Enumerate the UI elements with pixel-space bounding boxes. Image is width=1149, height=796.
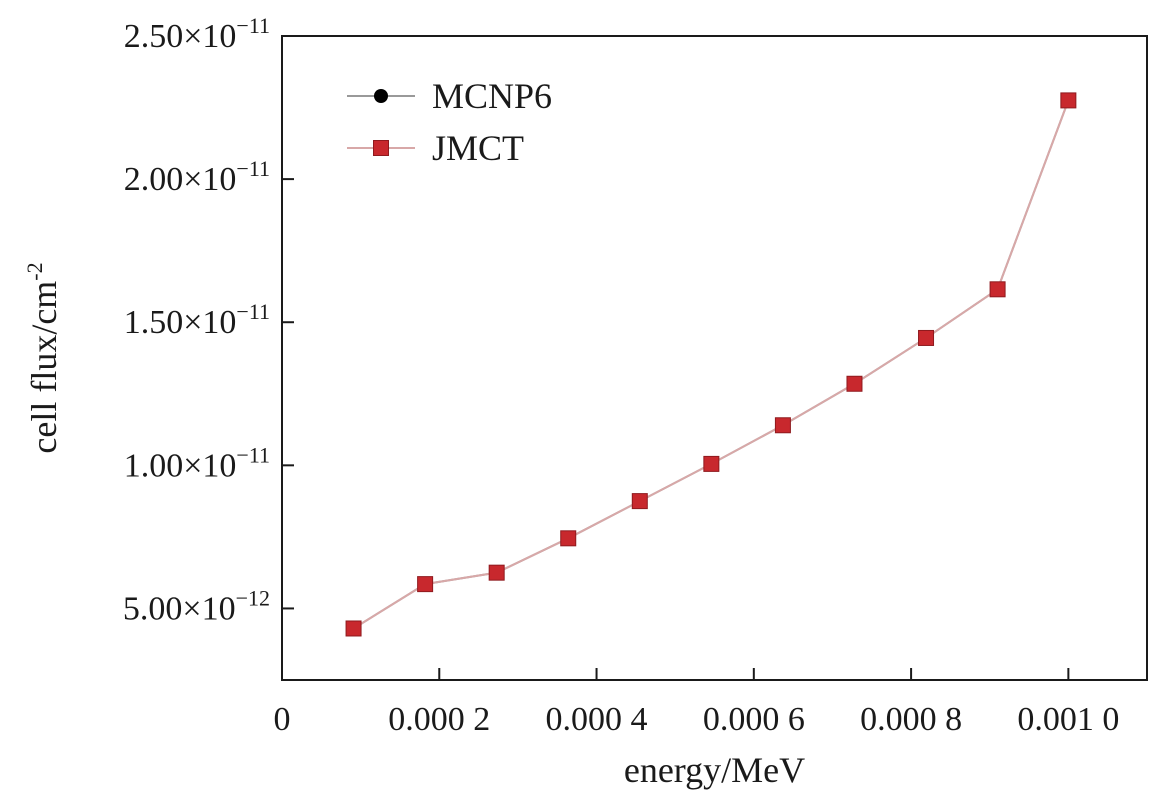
legend-label: JMCT — [432, 128, 524, 168]
data-point — [703, 455, 720, 472]
y-tick-exponent: −11 — [236, 13, 270, 38]
data-point — [631, 493, 648, 510]
data-point — [774, 417, 791, 434]
data-point — [560, 530, 577, 547]
x-tick-label: 0 — [274, 701, 291, 738]
y-axis-label: cell flux/cm-2 — [22, 262, 64, 453]
y-tick-mantissa: 5.00×10 — [123, 590, 236, 627]
data-point — [488, 564, 505, 581]
legend-item: MCNP6 — [347, 76, 552, 116]
y-tick-label: 1.50×10−11 — [124, 299, 270, 341]
x-tick-label: 0.001 0 — [1017, 701, 1119, 738]
y-tick-mantissa: 1.50×10 — [124, 304, 237, 341]
legend-marker — [374, 89, 388, 103]
y-tick-exponent: −12 — [236, 585, 270, 610]
series-line — [353, 100, 1070, 630]
x-tick-label: 0.000 4 — [546, 701, 648, 738]
legend-label: MCNP6 — [432, 76, 552, 116]
data-point — [345, 620, 362, 637]
data-point — [417, 576, 434, 593]
y-axis-label-text: cell flux/cm — [24, 281, 64, 454]
y-axis-label-superscript: -2 — [22, 262, 47, 280]
y-tick-mantissa: 2.50×10 — [124, 18, 237, 55]
data-point — [918, 329, 935, 346]
y-tick-mantissa: 1.00×10 — [124, 447, 237, 484]
legend-marker — [373, 140, 389, 156]
y-tick-exponent: −11 — [236, 299, 270, 324]
y-tick-label: 2.50×10−11 — [124, 13, 270, 55]
x-tick-label: 0.000 8 — [860, 701, 962, 738]
series-line — [353, 100, 1070, 630]
legend-item: JMCT — [347, 128, 524, 168]
data-point — [989, 281, 1006, 298]
x-axis-label: energy/MeV — [624, 750, 805, 790]
axes: 0 0.000 2 0.000 4 0.000 6 0.000 8 0.001 0 5.00… — [123, 13, 1148, 738]
series-layer — [345, 92, 1077, 637]
plot-frame — [281, 35, 1148, 681]
x-tick-label: 0.000 2 — [388, 701, 490, 738]
y-tick-mantissa: 2.00×10 — [124, 161, 237, 198]
y-tick-label: 2.00×10−11 — [124, 156, 270, 198]
legend: MCNP6 JMCT — [347, 76, 552, 168]
y-tick-exponent: −11 — [236, 442, 270, 467]
data-point — [1060, 92, 1077, 109]
y-tick-label: 1.00×10−11 — [124, 442, 270, 484]
y-tick-label: 5.00×10−12 — [123, 585, 270, 627]
series-mcnp6 — [346, 93, 1076, 636]
y-tick-exponent: −11 — [236, 156, 270, 181]
data-point — [846, 375, 863, 392]
series-jmct — [345, 92, 1077, 637]
x-tick-label: 0.000 6 — [703, 701, 805, 738]
